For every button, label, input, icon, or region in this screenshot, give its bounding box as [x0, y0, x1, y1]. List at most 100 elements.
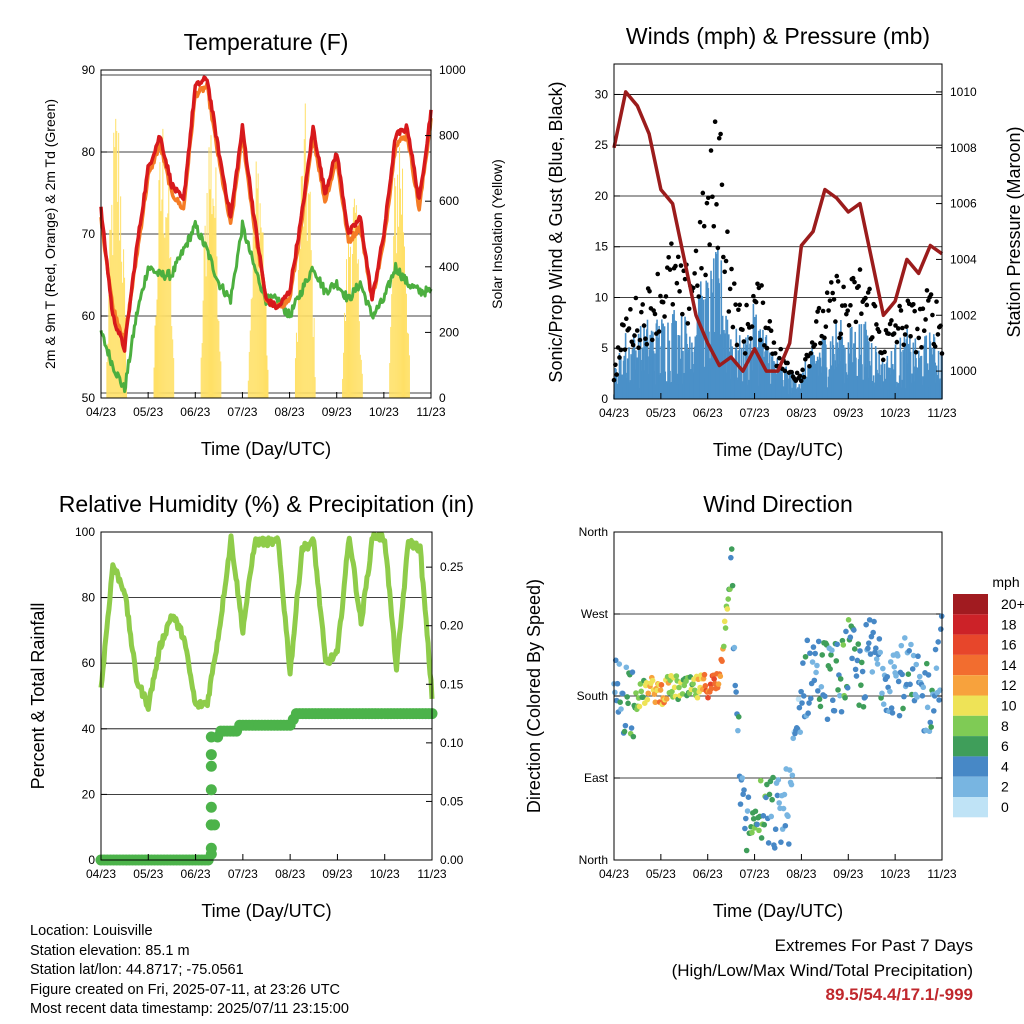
wind-gust-point	[630, 342, 636, 348]
wind-gust-point	[751, 293, 756, 299]
wind-gust-point	[721, 254, 726, 260]
direction-point	[838, 708, 845, 715]
direction-point	[887, 688, 893, 695]
direction-point	[867, 651, 874, 657]
direction-point	[796, 704, 803, 711]
wind-gust-point	[837, 335, 842, 341]
extremes-values: 89.5/54.4/17.1/-999	[825, 985, 973, 1004]
wind-gust-point	[678, 263, 684, 268]
direction-point	[739, 775, 746, 781]
direction-point	[834, 641, 840, 648]
temp-ytick2-label: 600	[439, 194, 459, 208]
wind-gust-point	[667, 267, 673, 272]
wind-gust-point	[777, 355, 782, 361]
direction-point	[869, 669, 876, 675]
direction-point	[657, 687, 664, 693]
wind-gust-point	[923, 317, 928, 322]
direction-point	[876, 636, 883, 642]
wind-gust-point	[880, 357, 886, 363]
direction-point	[785, 813, 791, 820]
direction-point	[935, 639, 941, 645]
rh-xtick-label: 11/23	[417, 867, 446, 881]
winds-xtick-label: 07/23	[740, 406, 770, 420]
wind-gust-point	[682, 276, 688, 282]
wind-gust-point	[915, 326, 920, 332]
direction-point	[775, 777, 782, 783]
rh-ytick-label: 100	[75, 525, 95, 539]
wind-gust-point	[622, 347, 628, 352]
wind-gust-point	[850, 275, 856, 281]
direction-point	[857, 648, 863, 654]
temp-xlabel: Time (Day/UTC)	[201, 439, 331, 459]
direction-point	[815, 638, 822, 645]
wind-gust-point	[737, 302, 743, 308]
wind-gust-point	[647, 289, 652, 294]
extremes-legend: (High/Low/Max Wind/Total Precipitation)	[671, 960, 973, 980]
wind-gust-point	[673, 263, 678, 269]
wind-gust-point	[716, 135, 722, 141]
rh-title: Relative Humidity (%) & Precipitation (i…	[59, 491, 474, 517]
wind-gust-point	[692, 271, 697, 276]
legend-swatch	[953, 715, 988, 737]
direction-point	[735, 714, 742, 720]
direction-point	[865, 640, 872, 646]
winds-ytick2-label: 1004	[950, 252, 977, 266]
wind-gust-point	[900, 325, 905, 331]
wind-gust-point	[693, 248, 699, 254]
winds-ytick-label: 25	[595, 138, 609, 152]
direction-point	[938, 626, 944, 632]
wind-gust-point	[658, 293, 663, 299]
winds-ytick-label: 15	[595, 240, 609, 254]
wind-gust-point	[736, 307, 741, 313]
legend-label: 14	[1001, 657, 1017, 673]
direction-point	[692, 687, 698, 694]
recent-timestamp-text: Most recent data timestamp: 2025/07/11 2…	[30, 1001, 349, 1018]
legend-swatch	[953, 695, 988, 716]
rh-series-line	[98, 531, 435, 712]
wind-gust-point	[633, 295, 639, 301]
direction-point	[616, 661, 623, 667]
direction-point	[933, 665, 940, 671]
wind-gust-point	[823, 324, 829, 329]
direction-point	[705, 694, 711, 701]
direction-point	[828, 652, 834, 658]
wind-gust-point	[733, 302, 738, 307]
direction-point	[702, 683, 709, 689]
direction-point	[809, 659, 816, 665]
direction-point	[749, 829, 755, 836]
direction-point	[879, 690, 885, 697]
rh-xtick-label: 04/23	[86, 867, 116, 881]
wind-gust-point	[772, 351, 778, 356]
direction-point	[819, 652, 826, 658]
direction-point	[887, 659, 894, 665]
wind-gust-point	[614, 372, 620, 377]
winds-ytick2-label: 1002	[950, 308, 977, 322]
pressure-series-line	[612, 90, 944, 373]
direction-point	[877, 649, 884, 656]
direction-point	[814, 662, 820, 669]
dir-plot-frame	[613, 531, 943, 861]
direction-point	[669, 688, 675, 695]
direction-point	[679, 691, 686, 697]
wind-gust-point	[670, 302, 676, 307]
wind-gust-point	[655, 271, 661, 277]
wind-gust-point	[864, 302, 870, 308]
latlon-text: Station lat/lon: 44.8717; -75.0561	[30, 962, 244, 979]
wind-gust-point	[675, 254, 681, 260]
wind-gust-point	[835, 279, 841, 284]
direction-point	[707, 681, 714, 688]
precip-point	[205, 749, 217, 761]
rh-xlabel: Time (Day/UTC)	[201, 901, 331, 921]
temp-ylabel: 2m & 9m T (Red, Orange) & 2m Td (Green)	[42, 99, 58, 369]
direction-point	[741, 787, 747, 793]
direction-point	[770, 774, 776, 781]
direction-point	[782, 822, 789, 829]
wind-gust-point	[767, 319, 773, 324]
wind-gust-point	[912, 308, 917, 314]
wind-gust-point	[782, 368, 788, 374]
temp-xtick-label: 07/23	[227, 405, 257, 419]
wind-gust-point	[857, 267, 863, 272]
direction-point	[742, 825, 748, 832]
precip-point	[205, 819, 217, 831]
temp-ytick2-label: 400	[439, 260, 459, 274]
